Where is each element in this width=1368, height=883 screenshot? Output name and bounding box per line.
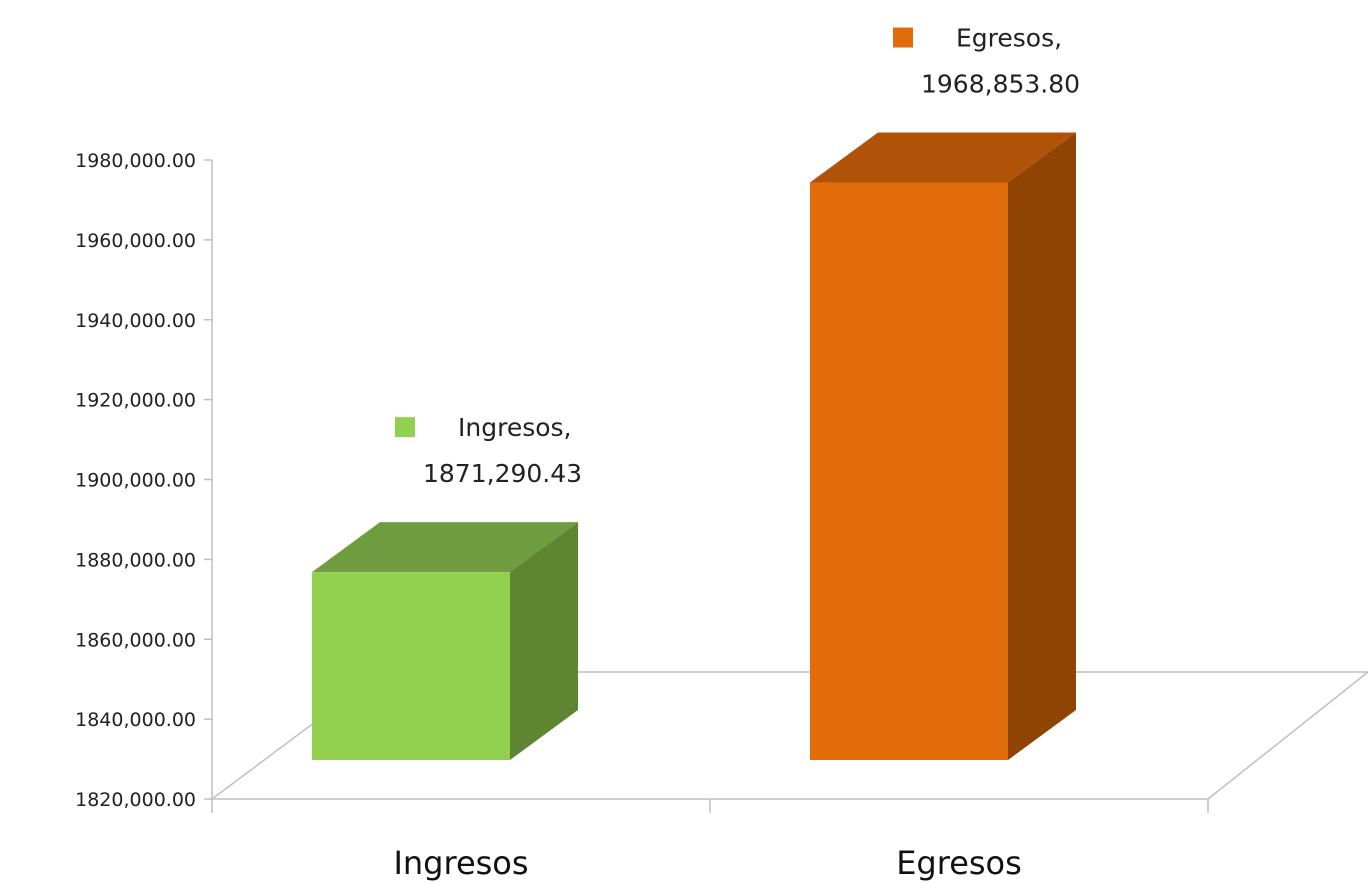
- bar-top-face: [810, 132, 1076, 183]
- bars: [312, 132, 1076, 760]
- data-label-egresos: Egresos, 1968,853.80: [893, 24, 1080, 99]
- y-tick-label: 1980,000.00: [75, 150, 196, 172]
- bar-ingresos: [312, 522, 578, 760]
- x-tick-label: Ingresos: [393, 844, 528, 882]
- data-labels: Ingresos, 1871,290.43 Egresos, 1968,853.80: [395, 24, 1080, 488]
- data-label-name: Egresos,: [956, 24, 1062, 53]
- bar-side-face: [510, 522, 578, 760]
- y-tick-label: 1840,000.00: [75, 709, 196, 731]
- y-axis-ticks: 1820,000.00 1840,000.00 1860,000.00 1880,00…: [75, 150, 212, 811]
- data-label-ingresos: Ingresos, 1871,290.43: [395, 413, 582, 488]
- data-label-value: 1871,290.43: [423, 459, 582, 488]
- bar-egresos: [810, 132, 1076, 760]
- y-tick-label: 1920,000.00: [75, 390, 196, 412]
- y-tick-label: 1960,000.00: [75, 230, 196, 252]
- bar-top-face: [312, 522, 578, 573]
- y-tick-label: 1940,000.00: [75, 310, 196, 332]
- y-tick-label: 1820,000.00: [75, 789, 196, 811]
- bar-side-face: [1008, 132, 1076, 760]
- y-tick-label: 1900,000.00: [75, 470, 196, 492]
- x-tick-label: Egresos: [896, 844, 1022, 882]
- data-label-value: 1968,853.80: [921, 70, 1080, 99]
- bar-front-face: [312, 572, 510, 760]
- legend-key-icon: [395, 417, 415, 438]
- x-axis-ticks: Ingresos Egresos: [211, 799, 1209, 882]
- bar-front-face: [810, 182, 1008, 760]
- y-tick-label: 1880,000.00: [75, 549, 196, 571]
- data-label-name: Ingresos,: [458, 413, 572, 442]
- y-tick-label: 1860,000.00: [75, 629, 196, 651]
- legend-key-icon: [893, 27, 913, 48]
